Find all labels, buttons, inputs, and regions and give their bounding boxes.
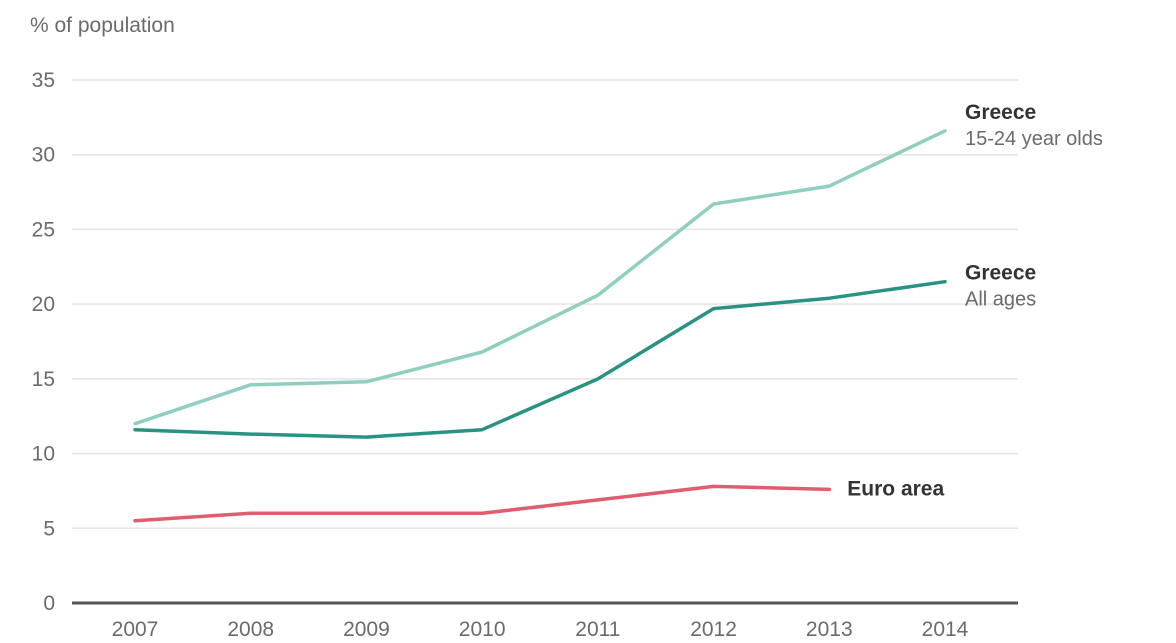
series-label-euro-area: Euro area xyxy=(847,477,944,500)
x-tick-label-2014: 2014 xyxy=(922,618,969,641)
series-lines xyxy=(133,129,947,523)
y-tick-label-10: 10 xyxy=(32,443,55,466)
y-tick-label-35: 35 xyxy=(32,69,55,92)
y-tick-labels: 0 5 10 15 20 25 30 35 xyxy=(32,69,55,615)
x-tick-labels: 2007 2008 2009 2010 2011 2012 2013 2014 xyxy=(112,618,969,641)
x-tick-label-2013: 2013 xyxy=(806,618,853,641)
x-tick-label-2012: 2012 xyxy=(690,618,737,641)
x-tick-label-2008: 2008 xyxy=(227,618,274,641)
series-label-greece-all-ages: Greece xyxy=(965,262,1036,285)
y-tick-label-15: 15 xyxy=(32,368,55,391)
gridlines xyxy=(72,79,1018,530)
series-line-euro-area xyxy=(133,484,832,523)
y-axis-label: % of population xyxy=(30,14,175,37)
x-tick-label-2010: 2010 xyxy=(459,618,506,641)
x-tick-label-2011: 2011 xyxy=(575,618,620,641)
x-tick-label-2007: 2007 xyxy=(112,618,159,641)
series-sublabel-greece-all-ages: All ages xyxy=(965,289,1036,311)
y-tick-label-25: 25 xyxy=(32,218,55,241)
series-line-greece-all-ages xyxy=(133,279,947,439)
series-line-greece-youth xyxy=(133,129,947,426)
series-labels: Greece 15-24 year olds Greece All ages Euro … xyxy=(847,101,1103,501)
y-tick-label-5: 5 xyxy=(43,517,55,540)
series-label-greece-youth: Greece xyxy=(965,101,1036,124)
y-tick-label-0: 0 xyxy=(43,592,55,615)
series-sublabel-greece-youth: 15-24 year olds xyxy=(965,128,1103,150)
y-tick-label-20: 20 xyxy=(32,293,55,316)
x-tick-label-2009: 2009 xyxy=(343,618,390,641)
y-tick-label-30: 30 xyxy=(32,144,55,167)
